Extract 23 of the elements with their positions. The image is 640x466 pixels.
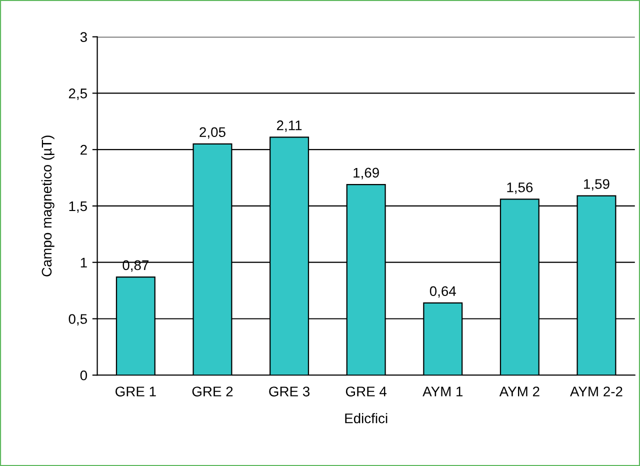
y-tick-label: 0 [80,370,88,380]
data-label: 0,64 [430,286,456,298]
data-label: 1,69 [354,168,379,180]
data-label: 1,56 [507,182,533,194]
y-tick-label: 0,5 [68,314,87,326]
x-tick-label: GRE 3 [269,386,310,396]
x-tick-label: AYM 1 [422,386,463,396]
x-tick-label: GRE 2 [192,386,233,396]
y-axis-title: Campo magnetico (µT) [41,136,54,276]
x-tick-label: GRE 4 [346,386,387,396]
y-tick-label: 1 [80,258,87,268]
x-tick-label: AYM 2 [499,386,540,396]
x-axis-title: Edicfici [345,413,388,424]
data-label: 1,59 [584,179,610,191]
data-label: 2,11 [276,120,302,132]
y-tick-label: 2 [80,144,87,155]
data-label: 0,87 [122,260,148,272]
data-label: 2,05 [200,127,226,139]
y-tick-label: 1,5 [69,201,87,213]
x-tick-label: AYM 2-2 [570,386,622,396]
y-tick-label: 2,5 [68,88,87,100]
x-tick-label: GRE 1 [116,386,156,396]
y-tick-label: 3 [80,32,87,42]
